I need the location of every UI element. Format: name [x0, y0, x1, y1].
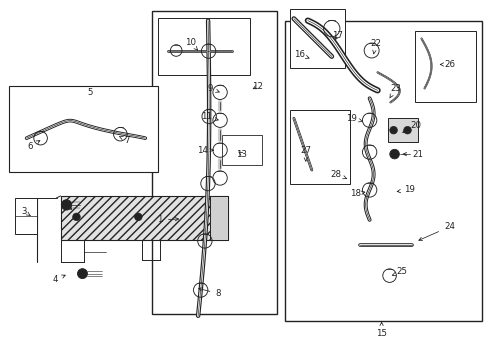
Text: 19: 19 — [346, 114, 362, 123]
Text: 3: 3 — [22, 207, 30, 216]
Bar — [158, 18, 249, 75]
Circle shape — [77, 269, 87, 279]
Text: 2: 2 — [62, 201, 72, 210]
Text: 18: 18 — [349, 189, 364, 198]
Text: 24: 24 — [418, 222, 454, 240]
Bar — [285, 21, 481, 321]
Text: 11: 11 — [200, 112, 218, 121]
Text: 23: 23 — [389, 84, 400, 98]
Bar — [9, 86, 158, 172]
Circle shape — [403, 126, 410, 134]
Text: 19: 19 — [396, 185, 414, 194]
Text: 20: 20 — [402, 121, 420, 132]
Bar — [289, 9, 344, 68]
Text: 13: 13 — [236, 150, 247, 159]
Text: 17: 17 — [331, 31, 343, 40]
Text: 25: 25 — [391, 267, 406, 276]
Bar — [222, 135, 262, 165]
Bar — [289, 110, 349, 184]
Circle shape — [389, 149, 399, 159]
Bar — [152, 11, 276, 315]
Text: 16: 16 — [294, 50, 308, 59]
Text: 7: 7 — [119, 136, 130, 145]
Text: 5: 5 — [87, 88, 93, 97]
Bar — [15, 198, 37, 234]
Circle shape — [73, 213, 80, 221]
Bar — [210, 196, 227, 240]
Text: 21: 21 — [403, 150, 422, 159]
Text: 12: 12 — [252, 82, 263, 91]
Text: 26: 26 — [439, 60, 454, 69]
Text: 8: 8 — [198, 288, 221, 298]
Text: 9: 9 — [207, 84, 219, 93]
Text: 4: 4 — [53, 275, 65, 284]
Bar — [387, 118, 417, 142]
Bar — [414, 31, 475, 102]
Circle shape — [134, 213, 142, 221]
Text: 27: 27 — [300, 145, 311, 161]
Circle shape — [61, 200, 72, 210]
Text: 1: 1 — [157, 215, 178, 224]
Text: 22: 22 — [369, 39, 380, 54]
Circle shape — [389, 126, 397, 134]
Text: 10: 10 — [184, 38, 197, 50]
Text: 14: 14 — [196, 145, 213, 154]
Bar — [61, 196, 227, 240]
Text: 15: 15 — [375, 322, 386, 338]
Text: 6: 6 — [28, 141, 40, 150]
Text: 28: 28 — [329, 170, 346, 179]
